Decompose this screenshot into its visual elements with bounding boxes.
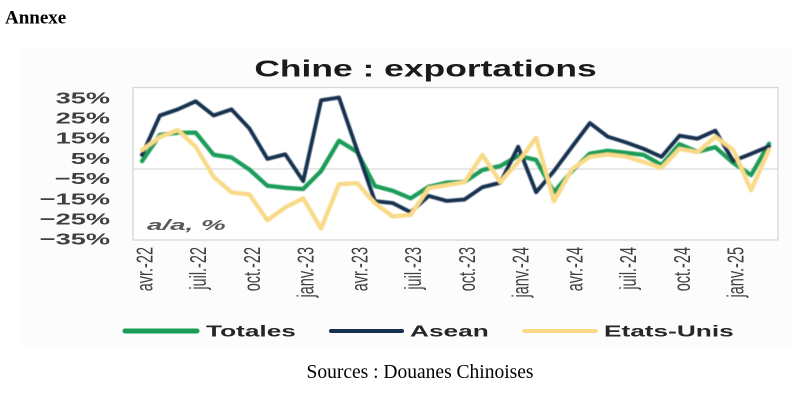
svg-text:oct.-24: oct.-24 [670,247,696,291]
svg-text:Sources : Douanes Chinoises: Sources : Douanes Chinoises [307,362,534,383]
svg-text:−15%: −15% [40,190,110,208]
svg-text:25%: 25% [56,109,111,127]
svg-text:−5%: −5% [55,170,110,188]
svg-text:janv.-23: janv.-23 [293,247,319,298]
svg-text:−35%: −35% [40,230,110,248]
svg-text:5%: 5% [71,150,110,168]
svg-text:oct.-23: oct.-23 [455,247,481,291]
svg-text:15%: 15% [56,129,111,147]
svg-text:avr.-24: avr.-24 [562,247,588,291]
svg-text:janv.-24: janv.-24 [508,247,534,298]
svg-text:avr.-23: avr.-23 [347,247,373,291]
svg-text:Etats-Unis: Etats-Unis [604,322,734,340]
svg-text:avr.-22: avr.-22 [132,247,158,291]
svg-text:Chine : exportations: Chine : exportations [254,56,596,81]
svg-text:juil.-24: juil.-24 [616,247,642,291]
svg-text:janv.-25: janv.-25 [723,247,749,298]
svg-text:Totales: Totales [206,322,296,340]
svg-text:a/a, %: a/a, % [147,217,226,234]
svg-text:Asean: Asean [410,322,489,340]
svg-text:juil.-23: juil.-23 [401,247,427,290]
svg-text:Annexe: Annexe [5,8,66,29]
svg-text:−25%: −25% [40,210,110,228]
svg-text:juil.-22: juil.-22 [186,247,212,290]
svg-text:35%: 35% [56,89,111,107]
svg-text:oct.-22: oct.-22 [240,247,266,291]
